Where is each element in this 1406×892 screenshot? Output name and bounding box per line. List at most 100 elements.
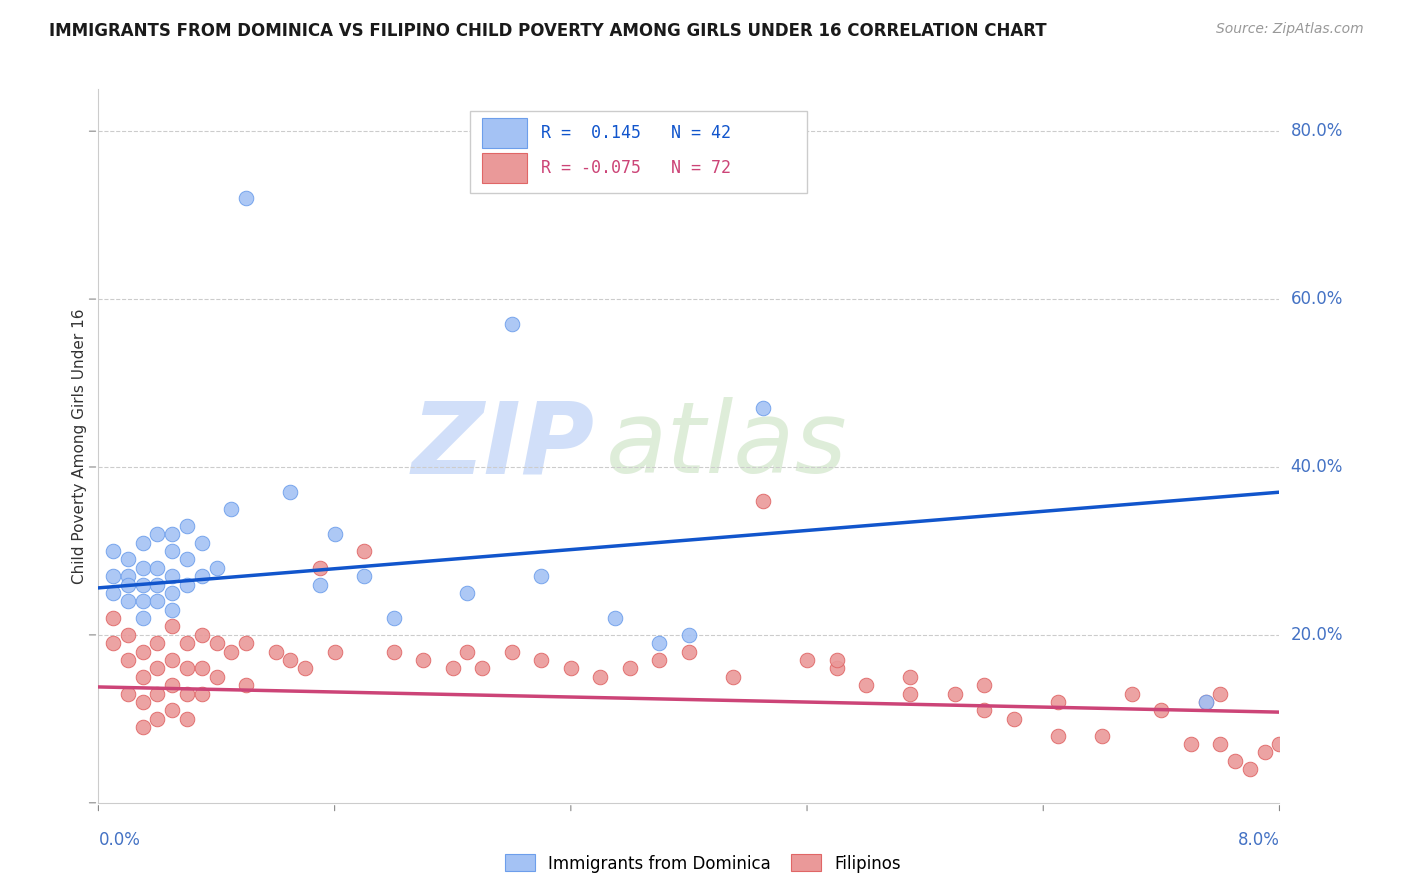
Point [117, 628, 139, 642]
Point [973, 703, 995, 717]
Text: 0.0%: 0.0% [98, 831, 141, 849]
Point [796, 653, 818, 667]
Point [205, 670, 228, 684]
Point [205, 560, 228, 574]
Point [1254, 746, 1277, 760]
Point [294, 661, 316, 675]
Point [176, 661, 198, 675]
Point [825, 661, 848, 675]
Point [605, 611, 627, 625]
Point [1239, 762, 1261, 776]
Point [219, 645, 242, 659]
Point [1046, 695, 1069, 709]
Point [146, 594, 169, 608]
Text: 40.0%: 40.0% [1291, 458, 1343, 476]
FancyBboxPatch shape [482, 118, 527, 148]
Point [132, 611, 155, 625]
Point [132, 577, 155, 591]
Point [162, 544, 183, 558]
Point [162, 586, 183, 600]
Point [117, 653, 139, 667]
Point [235, 636, 257, 650]
FancyBboxPatch shape [471, 111, 807, 193]
Text: 60.0%: 60.0% [1291, 290, 1343, 308]
Point [117, 577, 139, 591]
Point [176, 518, 198, 533]
Text: R = -0.075   N = 72: R = -0.075 N = 72 [541, 160, 731, 178]
Point [146, 527, 169, 541]
Point [205, 636, 228, 650]
Point [146, 712, 169, 726]
Point [162, 653, 183, 667]
Point [1091, 729, 1114, 743]
Point [117, 594, 139, 608]
Point [117, 552, 139, 566]
Point [1209, 737, 1232, 751]
Point [132, 535, 155, 549]
Point [751, 493, 773, 508]
Point [1194, 695, 1216, 709]
Text: ZIP: ZIP [412, 398, 595, 494]
Point [678, 645, 700, 659]
Point [382, 645, 405, 659]
Text: 80.0%: 80.0% [1291, 122, 1343, 140]
Y-axis label: Child Poverty Among Girls Under 16: Child Poverty Among Girls Under 16 [72, 309, 87, 583]
Point [1223, 754, 1246, 768]
Point [1150, 703, 1173, 717]
Point [898, 687, 921, 701]
Point [589, 670, 612, 684]
Point [825, 653, 848, 667]
Point [146, 636, 169, 650]
Point [456, 586, 478, 600]
Point [132, 695, 155, 709]
Point [191, 661, 214, 675]
Text: IMMIGRANTS FROM DOMINICA VS FILIPINO CHILD POVERTY AMONG GIRLS UNDER 16 CORRELAT: IMMIGRANTS FROM DOMINICA VS FILIPINO CHI… [49, 22, 1047, 40]
Text: 8.0%: 8.0% [1237, 831, 1279, 849]
Point [146, 661, 169, 675]
Point [530, 569, 553, 583]
Point [898, 670, 921, 684]
Point [1209, 687, 1232, 701]
Point [162, 678, 183, 692]
Text: R =  0.145   N = 42: R = 0.145 N = 42 [541, 124, 731, 142]
Point [146, 577, 169, 591]
Point [176, 636, 198, 650]
Point [176, 577, 198, 591]
Point [146, 560, 169, 574]
Point [1046, 729, 1069, 743]
Point [132, 670, 155, 684]
Point [162, 703, 183, 717]
Legend: Immigrants from Dominica, Filipinos: Immigrants from Dominica, Filipinos [498, 847, 908, 880]
FancyBboxPatch shape [482, 153, 527, 184]
Point [501, 318, 523, 332]
Point [219, 502, 242, 516]
Point [278, 653, 301, 667]
Point [1194, 695, 1216, 709]
Point [191, 535, 214, 549]
Point [132, 645, 155, 659]
Point [648, 636, 671, 650]
Point [855, 678, 877, 692]
Point [619, 661, 641, 675]
Point [1121, 687, 1143, 701]
Point [132, 560, 155, 574]
Point [323, 645, 346, 659]
Point [103, 544, 124, 558]
Point [471, 661, 494, 675]
Point [162, 527, 183, 541]
Point [146, 687, 169, 701]
Point [560, 661, 582, 675]
Text: Source: ZipAtlas.com: Source: ZipAtlas.com [1216, 22, 1364, 37]
Point [382, 611, 405, 625]
Point [353, 569, 375, 583]
Point [308, 560, 332, 574]
Point [191, 569, 214, 583]
Point [103, 611, 124, 625]
Point [117, 687, 139, 701]
Point [308, 577, 332, 591]
Point [1180, 737, 1202, 751]
Point [323, 527, 346, 541]
Point [973, 678, 995, 692]
Point [176, 687, 198, 701]
Point [103, 636, 124, 650]
